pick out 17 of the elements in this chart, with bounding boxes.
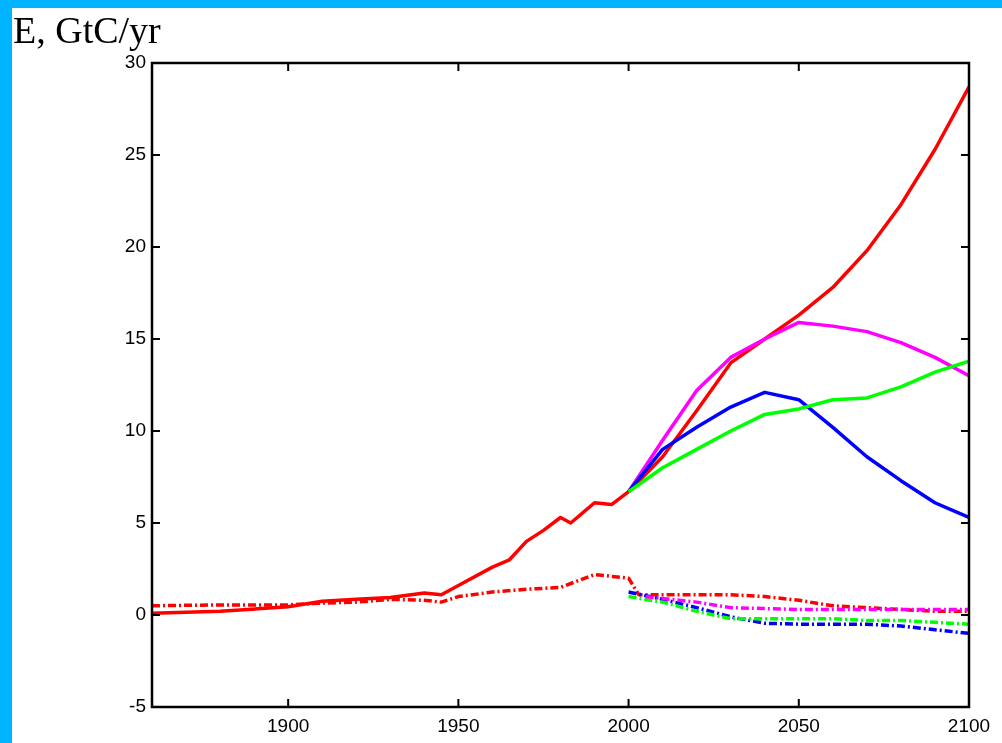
y-tick-label: 15 (124, 327, 146, 349)
line-series (626, 594, 969, 626)
x-tick-label: 2050 (777, 714, 820, 736)
y-tick-label: 5 (135, 511, 146, 533)
y-tick-label: 10 (124, 419, 146, 441)
y-tick-label: 30 (124, 51, 146, 73)
y-tick-label: 20 (124, 235, 146, 257)
x-tick-label: 1900 (267, 714, 310, 736)
y-axis-title: E, GtC/yr (13, 9, 161, 52)
x-tick-label: 2100 (947, 714, 991, 736)
x-tick-label: 1950 (437, 714, 480, 736)
y-tick-label: 0 (135, 603, 146, 625)
y-tick-label: 25 (124, 143, 146, 165)
y-tick-label: -5 (129, 695, 146, 717)
line-series (643, 594, 969, 612)
line-series (626, 590, 969, 636)
x-tick-label: 2000 (607, 714, 650, 736)
